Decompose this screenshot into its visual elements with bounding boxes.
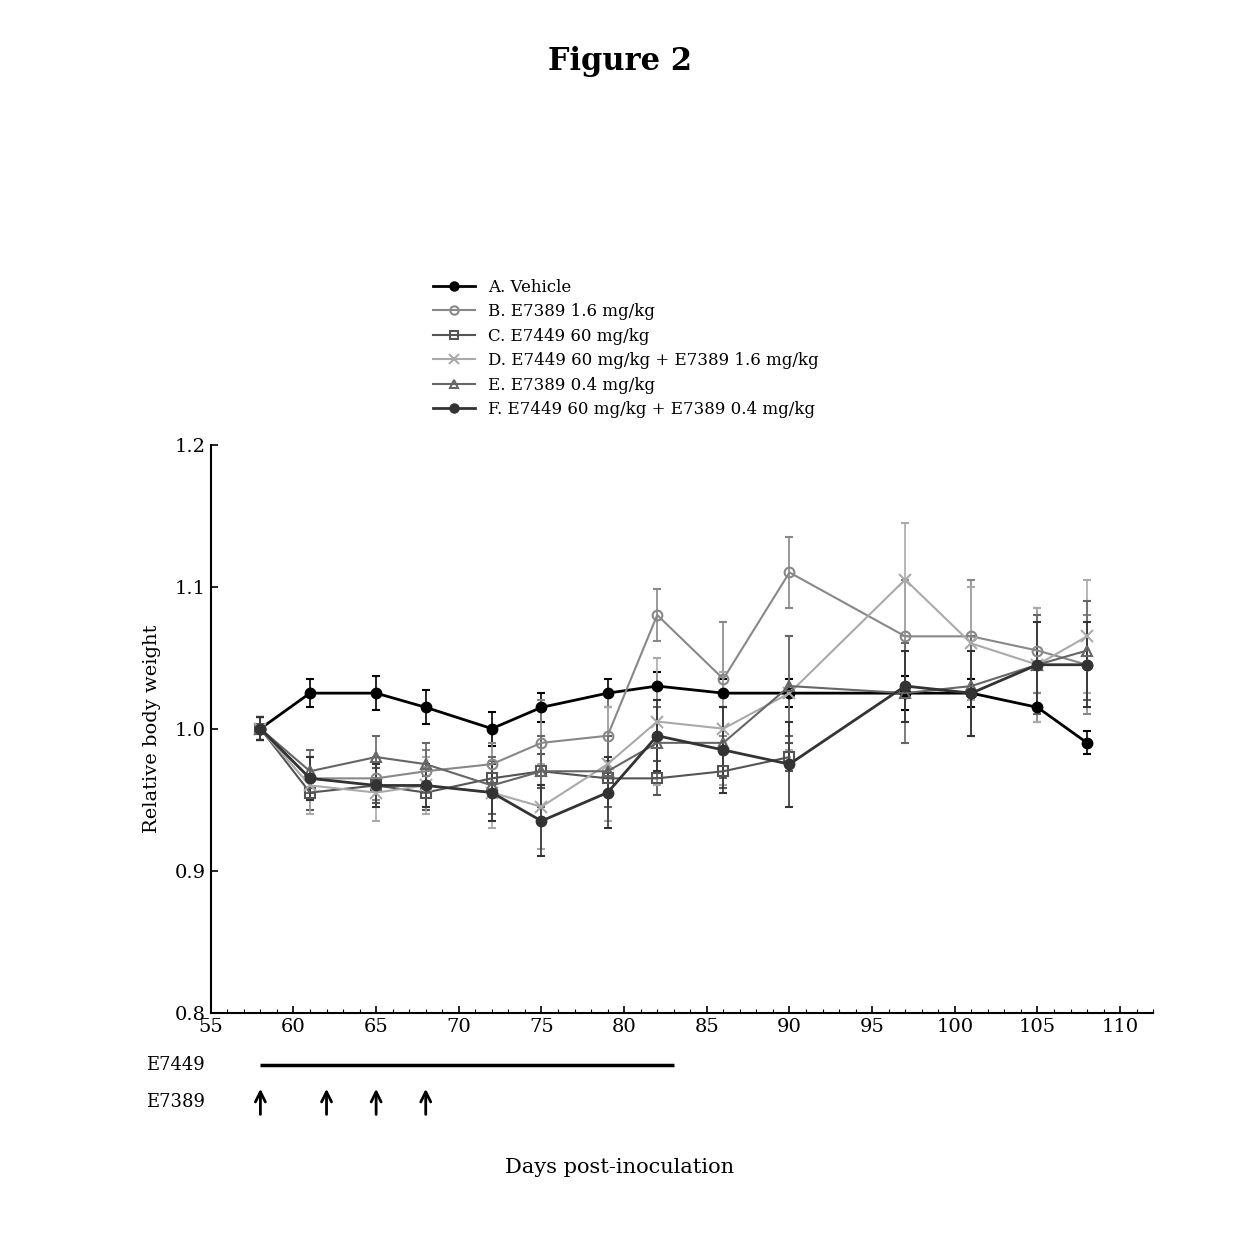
Text: Figure 2: Figure 2 — [548, 46, 692, 78]
Y-axis label: Relative body weight: Relative body weight — [143, 625, 161, 832]
Legend: A. Vehicle, B. E7389 1.6 mg/kg, C. E7449 60 mg/kg, D. E7449 60 mg/kg + E7389 1.6: A. Vehicle, B. E7389 1.6 mg/kg, C. E7449… — [427, 272, 826, 425]
Text: E7449: E7449 — [146, 1056, 205, 1073]
Text: Days post-inoculation: Days post-inoculation — [506, 1157, 734, 1177]
Text: E7389: E7389 — [145, 1093, 205, 1110]
